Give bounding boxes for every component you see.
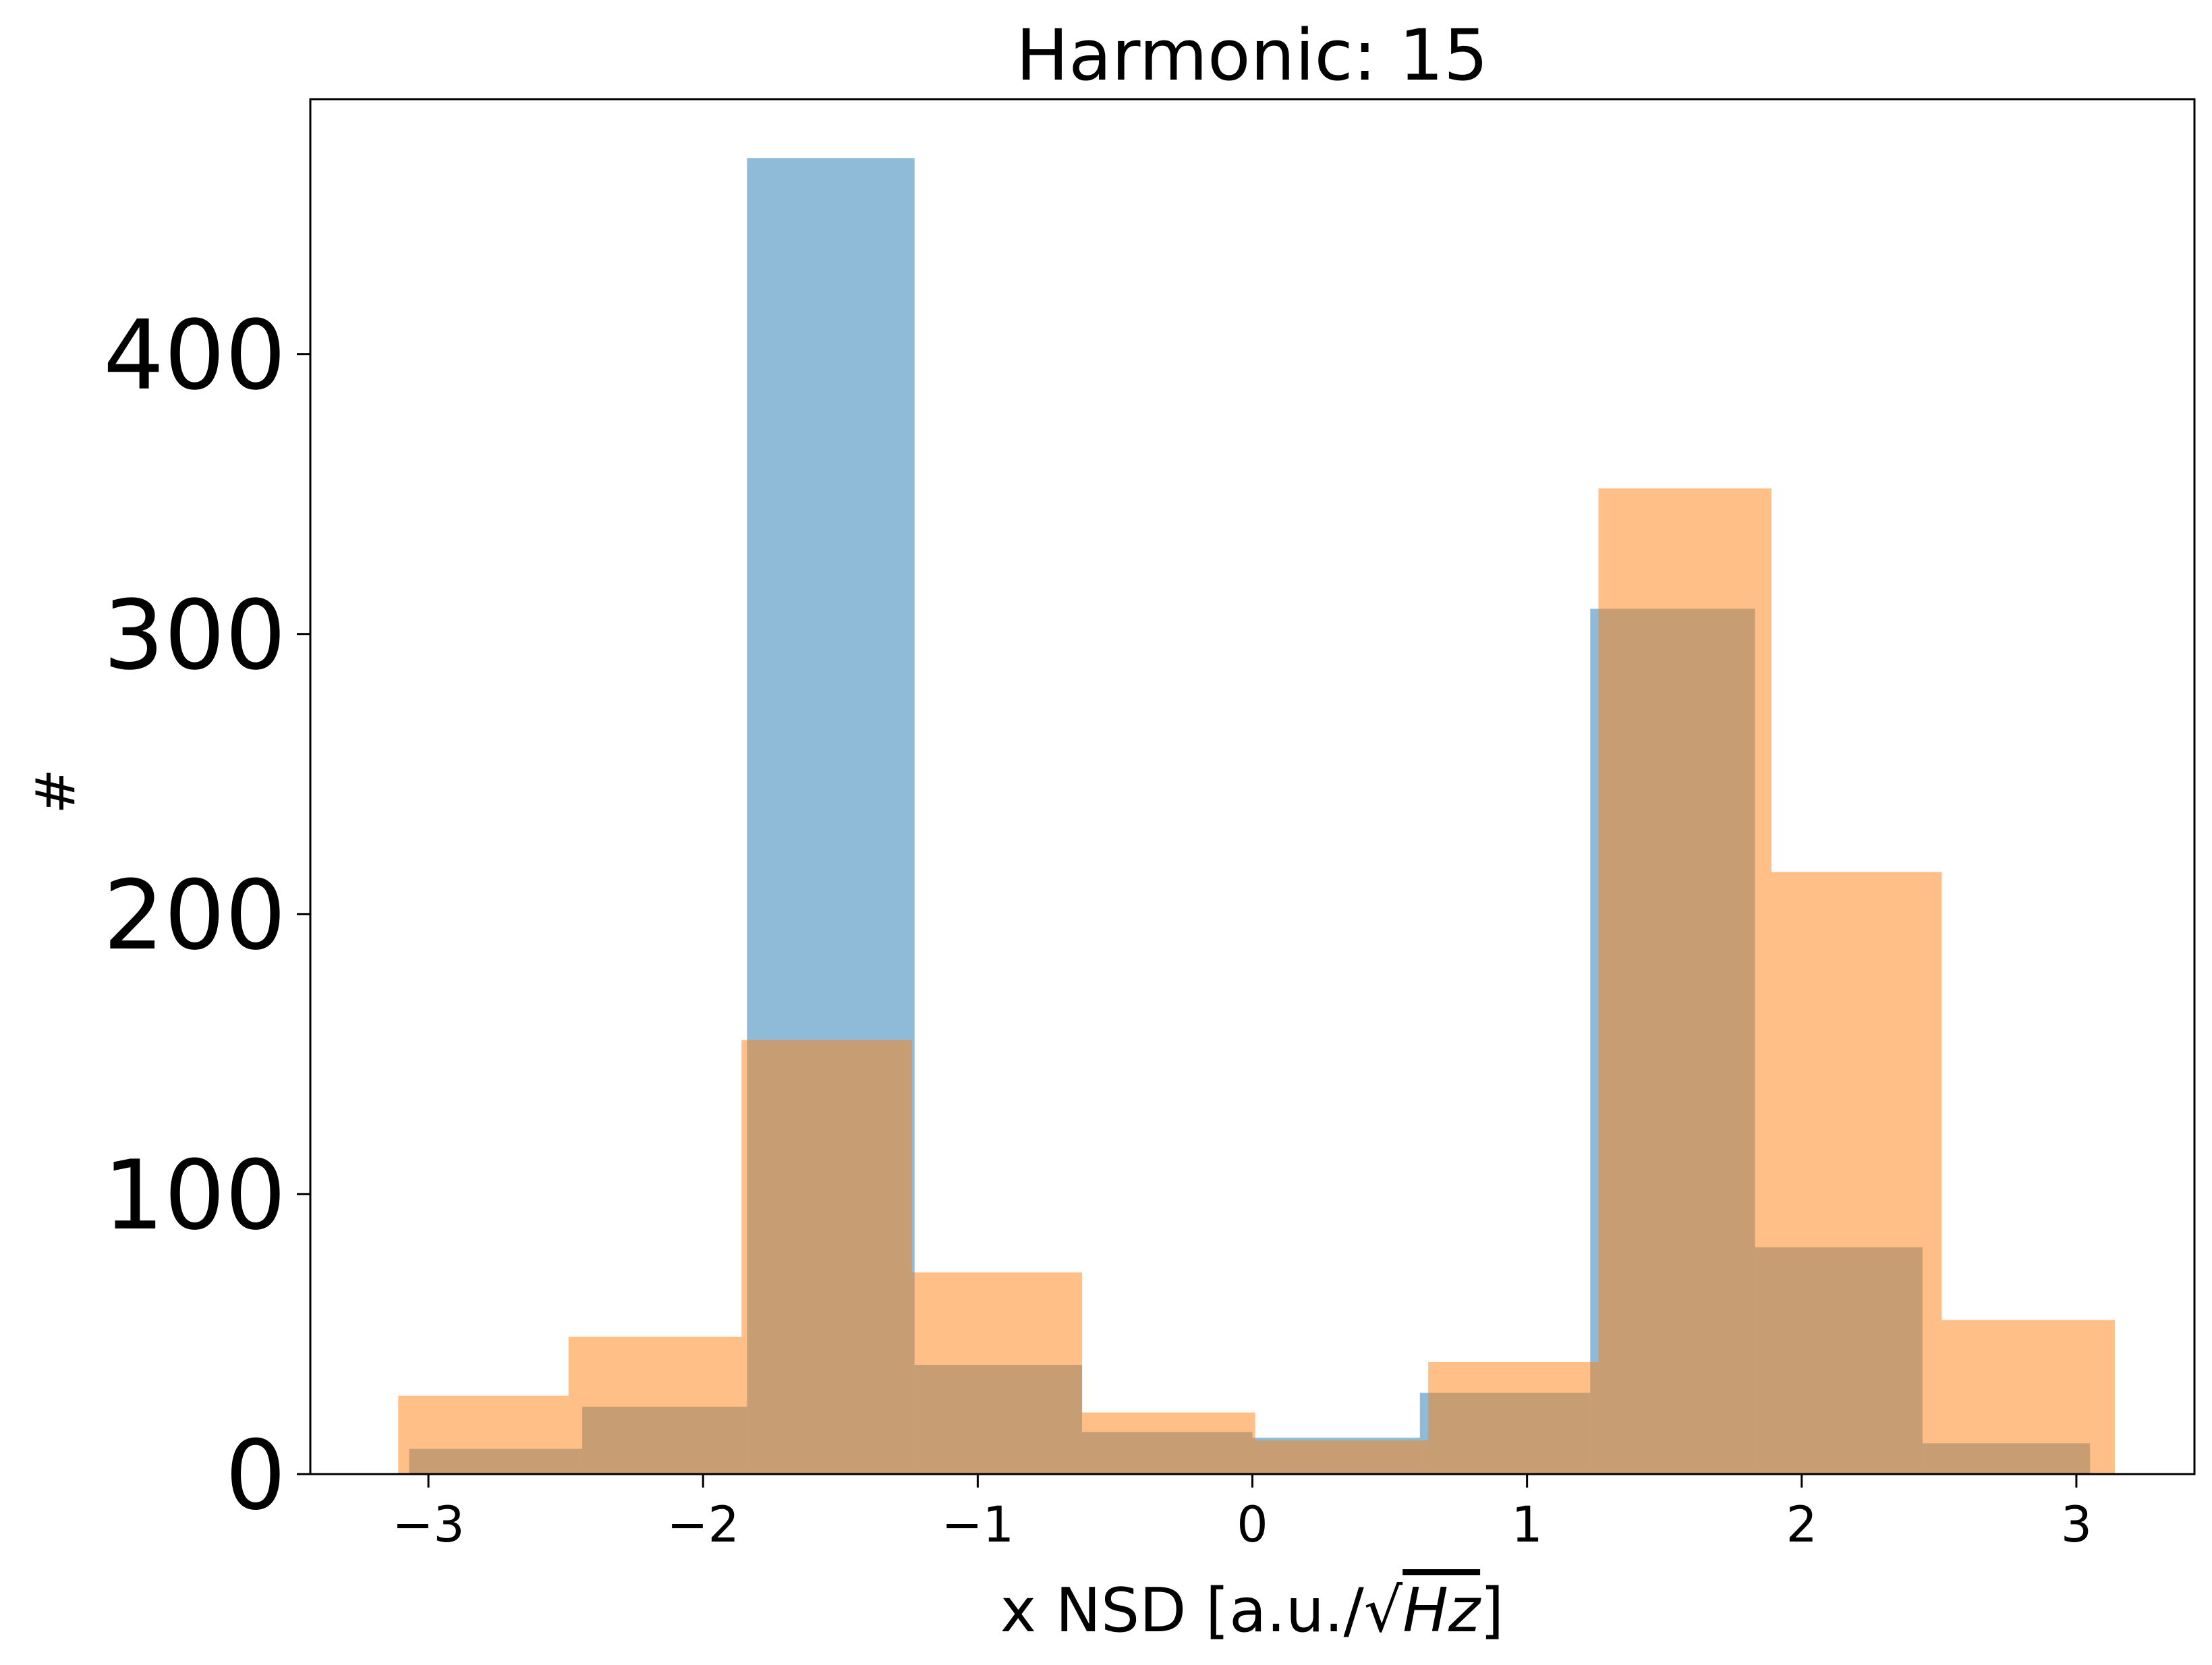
histogram-bar-series2-bin5 [1082, 1412, 1255, 1474]
x-tick-label: 2 [1786, 1496, 1817, 1554]
x-tick-label: 1 [1511, 1496, 1542, 1554]
y-axis-ticks: 0 100 200 300 400 [103, 300, 310, 1531]
y-tick-label: 0 [225, 1420, 286, 1531]
x-tick-label: −2 [667, 1496, 739, 1554]
y-tick-label: 300 [103, 580, 286, 692]
x-tick-label: 3 [2061, 1496, 2092, 1554]
x-tick-label: −3 [392, 1496, 465, 1554]
y-axis-label: # [24, 768, 87, 814]
x-tick-label: 0 [1237, 1496, 1268, 1554]
y-tick-label: 100 [103, 1140, 286, 1251]
histogram-bar-series2-bin8 [1598, 488, 1771, 1474]
x-axis-ticks: −3 −2 −1 0 1 2 3 [392, 1474, 2092, 1554]
x-axis-label-prefix: x NSD [a.u./ [1000, 1575, 1365, 1646]
x-axis-label: x NSD [a.u./√Hz] [1000, 1575, 1504, 1646]
y-tick-label: 200 [103, 860, 286, 971]
histogram-bar-series2-bin4 [911, 1272, 1083, 1474]
histogram-bar-series2-bin10 [1941, 1320, 2115, 1474]
histogram-bar-series2-bin9 [1771, 872, 1942, 1474]
svg-text:x NSD [a.u./√Hz]: x NSD [a.u./√Hz] [1000, 1575, 1504, 1646]
histogram-bar-series2-bin3 [741, 1040, 912, 1474]
chart-title: Harmonic: 15 [1016, 14, 1488, 96]
sqrt-sign: √ [1364, 1575, 1403, 1646]
y-tick-label: 400 [103, 300, 286, 412]
histogram-bar-series2-bin1 [398, 1395, 569, 1474]
histogram-bar-series2-bin6 [1255, 1440, 1429, 1474]
histogram-bar-series2-bin7 [1428, 1361, 1599, 1474]
histogram-bar-series2-bin2 [568, 1336, 742, 1474]
x-tick-label: −1 [942, 1496, 1015, 1554]
x-axis-label-suffix: ] [1480, 1575, 1504, 1646]
x-axis-label-radicand: Hz [1402, 1575, 1481, 1646]
histogram-bars [398, 158, 2115, 1475]
